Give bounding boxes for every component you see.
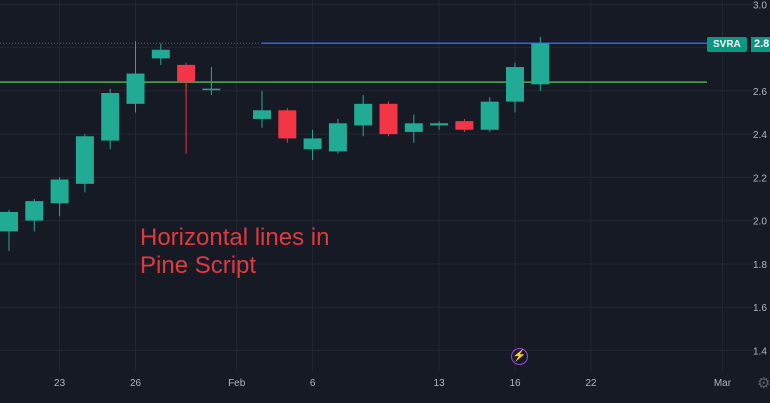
x-tick-label: 23: [54, 378, 66, 389]
candle: [177, 62, 196, 154]
candle-body: [379, 103, 398, 135]
x-tick-label: 16: [509, 378, 521, 389]
x-tick-label: Feb: [228, 378, 246, 389]
candles: [0, 36, 550, 251]
x-tick-label: 6: [310, 378, 316, 389]
candle: [25, 198, 44, 232]
x-tick-label: 26: [130, 378, 142, 389]
candle-body: [531, 43, 550, 85]
candle: [50, 177, 69, 217]
y-tick-label: 3.0: [753, 0, 767, 11]
candle-body: [404, 123, 423, 132]
horizontal-lines: [0, 42, 707, 83]
candle-body: [25, 201, 44, 221]
candle: [253, 90, 271, 128]
candle-body: [253, 110, 271, 119]
candle: [328, 118, 347, 154]
x-axis: 23 26 Feb 6 13 16 22 Mar: [54, 378, 732, 389]
gear-icon[interactable]: ⚙: [757, 375, 770, 392]
candle-body: [202, 88, 221, 91]
candle-body: [50, 179, 69, 204]
last-price-label: 2.8: [751, 37, 770, 52]
candle-body: [75, 136, 94, 184]
lightning-bolt-icon[interactable]: ⚡: [511, 348, 528, 365]
x-tick-label: 22: [585, 378, 597, 389]
candle-body: [328, 123, 347, 152]
y-tick-label: 1.4: [753, 346, 767, 357]
y-tick-label: 2.2: [753, 173, 767, 184]
candle-body: [101, 93, 120, 141]
symbol-label: SVRA: [707, 37, 747, 52]
candle: [531, 36, 550, 91]
annotation-line-2: Pine Script: [140, 252, 257, 279]
candle-body: [506, 67, 524, 102]
y-axis: 3.0 2.8 2.6 2.4 2.2 2.0 1.8 1.6 1.4: [753, 0, 767, 357]
candle: [303, 129, 322, 161]
candle-body: [177, 64, 196, 83]
candle: [379, 101, 398, 137]
candle-body: [455, 121, 474, 130]
candle: [126, 41, 145, 113]
x-tick-label: Mar: [714, 378, 732, 389]
candle: [202, 67, 221, 96]
candle-body: [126, 73, 145, 104]
y-tick-label: 2.6: [753, 87, 767, 98]
candle: [506, 62, 524, 113]
candle: [75, 134, 94, 193]
candle-body: [480, 101, 499, 130]
candle: [455, 118, 474, 132]
chart-grid: [0, 0, 755, 372]
candle-body: [430, 123, 449, 126]
y-tick-label: 2.0: [753, 217, 767, 228]
annotation-text: Horizontal lines in Pine Script: [140, 224, 329, 280]
candle: [278, 108, 297, 143]
x-tick-label: 13: [434, 378, 446, 389]
candle: [151, 43, 170, 65]
annotation-line-1: Horizontal lines in: [140, 224, 330, 251]
candle-body: [354, 103, 373, 126]
y-tick-label: 1.8: [753, 260, 767, 271]
y-tick-label: 1.6: [753, 303, 767, 314]
candle: [404, 114, 423, 143]
candle: [0, 209, 18, 251]
candle: [101, 88, 120, 150]
candle-body: [278, 110, 297, 139]
candle: [354, 95, 373, 137]
candle: [480, 97, 499, 132]
y-tick-label: 2.4: [753, 130, 767, 141]
candle: [430, 121, 449, 130]
candle-body: [303, 138, 322, 150]
candle-body: [151, 49, 170, 59]
candle-body: [0, 211, 18, 232]
